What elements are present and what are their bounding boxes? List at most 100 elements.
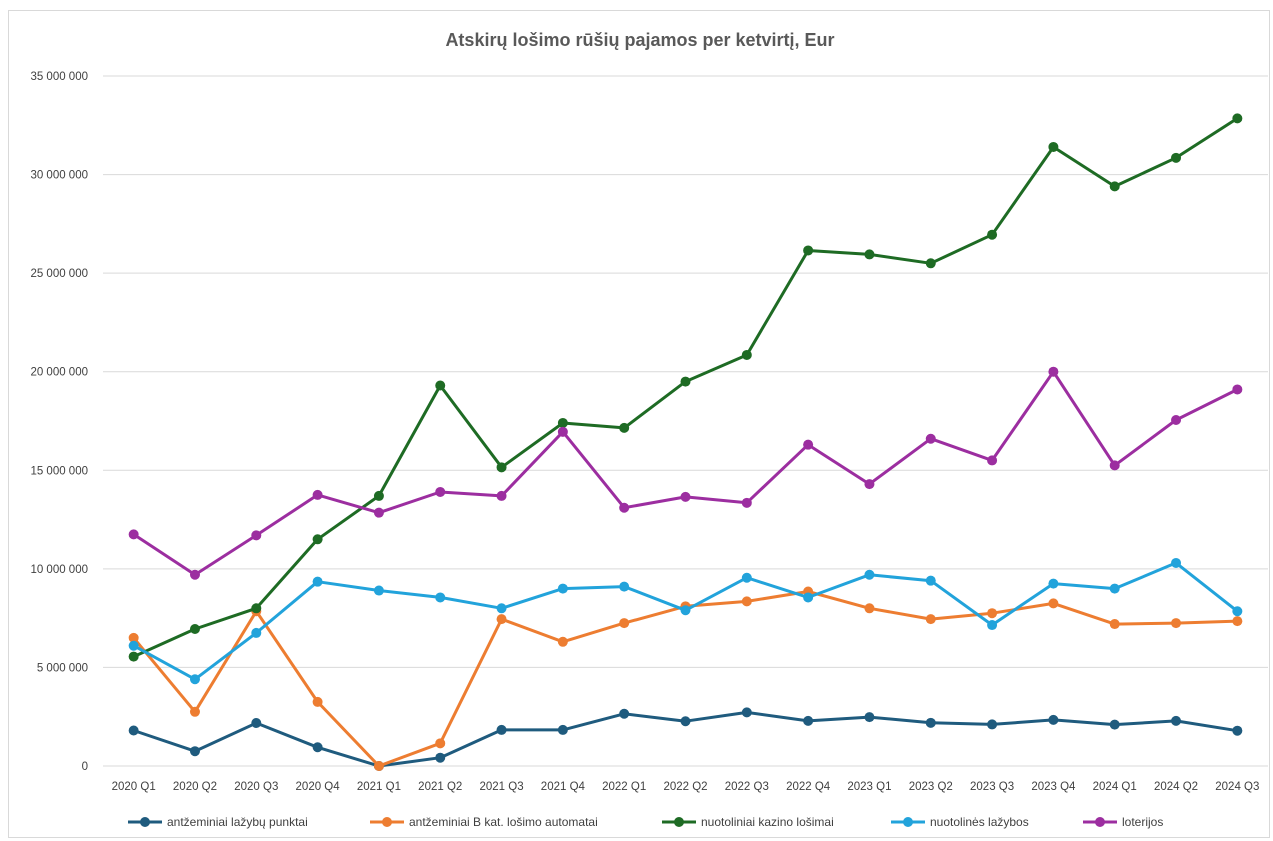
data-point (619, 581, 630, 592)
data-point (189, 746, 200, 757)
data-point (803, 245, 814, 256)
x-tick-label: 2022 Q3 (725, 781, 769, 793)
x-tick-label: 2021 Q1 (357, 781, 401, 793)
data-point (251, 718, 262, 729)
data-point (373, 507, 384, 518)
data-point (1109, 460, 1120, 471)
data-point (987, 229, 998, 240)
data-point (251, 603, 262, 614)
series-line (132, 561, 1239, 681)
data-point (496, 724, 507, 735)
x-tick-label: 2020 Q1 (112, 781, 156, 793)
legend-label: nuotolinės lažybos (930, 815, 1029, 829)
gridlines (103, 75, 1268, 767)
data-point (1048, 714, 1059, 725)
data-point (987, 608, 998, 619)
data-point (925, 575, 936, 586)
data-point (619, 502, 630, 513)
data-point (251, 530, 262, 541)
data-point (557, 724, 568, 735)
x-tick-label: 2022 Q2 (663, 781, 707, 793)
series-line (132, 370, 1239, 577)
x-tick-label: 2024 Q1 (1093, 781, 1137, 793)
x-tick-label: 2021 Q2 (418, 781, 462, 793)
data-point (435, 380, 446, 391)
data-point (1171, 415, 1182, 426)
legend-item: antžeminiai lažybų punktai (128, 815, 308, 829)
legend-item: nuotoliniai kazino lošimai (662, 815, 834, 829)
legend-marker (140, 817, 150, 827)
data-point (1048, 366, 1059, 377)
data-point (312, 489, 323, 500)
x-tick-label: 2020 Q4 (296, 781, 341, 793)
data-point (680, 491, 691, 502)
legend-item: loterijos (1083, 815, 1163, 829)
x-tick-label: 2021 Q3 (479, 781, 523, 793)
x-axis-ticks: 2020 Q1 2020 Q2 2020 Q3 2020 Q4 2021 Q1 2021 … (112, 781, 1260, 793)
data-point (1232, 725, 1243, 736)
data-point (741, 349, 752, 360)
legend-item: nuotolinės lažybos (891, 815, 1029, 829)
chart-frame (8, 10, 1270, 838)
data-point (1232, 606, 1243, 617)
series-2 (128, 113, 1243, 662)
data-point (987, 455, 998, 466)
x-tick-label: 2024 Q2 (1154, 781, 1198, 793)
y-tick-label: 30 000 000 (30, 170, 88, 182)
data-point (496, 462, 507, 473)
legend-label: nuotoliniai kazino lošimai (701, 815, 834, 829)
x-tick-label: 2023 Q1 (847, 781, 891, 793)
data-point (680, 376, 691, 387)
data-point (741, 572, 752, 583)
data-point (373, 761, 384, 771)
data-point (741, 707, 752, 718)
data-point (496, 603, 507, 614)
data-point (128, 640, 139, 651)
legend: antžeminiai lažybų punktai antžeminiai B … (128, 815, 1163, 829)
x-tick-label: 2020 Q2 (173, 781, 217, 793)
series-3 (128, 557, 1243, 685)
data-point (987, 719, 998, 730)
data-point (987, 620, 998, 631)
data-point (373, 490, 384, 501)
legend-marker (382, 817, 392, 827)
data-point (128, 529, 139, 540)
data-point (1048, 578, 1059, 589)
data-point (435, 738, 446, 749)
data-point (925, 614, 936, 625)
data-point (1109, 719, 1120, 730)
series-4 (128, 366, 1243, 580)
data-point (803, 439, 814, 450)
x-tick-label: 2020 Q3 (234, 781, 278, 793)
y-tick-label: 15 000 000 (30, 465, 88, 477)
data-point (496, 614, 507, 625)
series-line (132, 116, 1239, 659)
data-point (557, 583, 568, 594)
data-point (189, 569, 200, 580)
data-point (128, 725, 139, 736)
y-tick-label: 25 000 000 (30, 268, 88, 280)
data-point (864, 712, 875, 723)
data-point (864, 249, 875, 260)
data-point (680, 605, 691, 616)
x-tick-label: 2023 Q3 (970, 781, 1014, 793)
data-point (312, 576, 323, 587)
data-point (925, 717, 936, 728)
data-point (1171, 557, 1182, 568)
legend-marker (1095, 817, 1105, 827)
data-point (925, 258, 936, 269)
legend-item: antžeminiai B kat. lošimo automatai (370, 815, 598, 829)
data-point (1048, 598, 1059, 609)
data-point (128, 651, 139, 662)
series-lines (128, 113, 1243, 771)
legend-label: antžeminiai lažybų punktai (167, 815, 308, 829)
y-tick-label: 5 000 000 (37, 662, 88, 674)
y-tick-label: 0 (82, 761, 88, 773)
x-tick-label: 2023 Q2 (909, 781, 953, 793)
data-point (312, 534, 323, 545)
legend-marker (674, 817, 684, 827)
data-point (496, 490, 507, 501)
x-tick-label: 2021 Q4 (541, 781, 586, 793)
data-point (128, 632, 139, 643)
data-point (1109, 583, 1120, 594)
